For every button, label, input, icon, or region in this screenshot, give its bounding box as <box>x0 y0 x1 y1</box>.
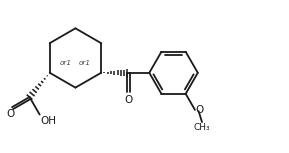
Text: or1: or1 <box>79 60 91 66</box>
Text: or1: or1 <box>60 60 72 66</box>
Text: O: O <box>125 95 133 105</box>
Text: OH: OH <box>41 116 57 126</box>
Text: O: O <box>196 105 204 115</box>
Text: CH₃: CH₃ <box>194 123 210 132</box>
Text: O: O <box>7 108 15 119</box>
